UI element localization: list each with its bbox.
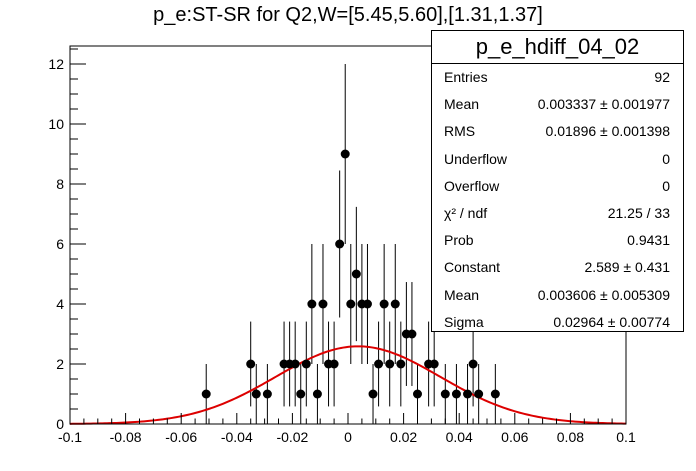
stats-label: χ² / ndf: [444, 204, 488, 221]
stats-value: 0: [662, 177, 670, 194]
x-tick-label: -0.08: [110, 429, 142, 445]
data-point: [201, 389, 211, 399]
stats-row-rms: RMS 0.01896 ± 0.001398: [432, 118, 683, 145]
stats-label: Entries: [444, 69, 488, 85]
data-point: [440, 389, 450, 399]
stats-label: Mean: [444, 286, 480, 303]
data-point: [301, 359, 311, 369]
stats-label: Sigma: [444, 313, 484, 330]
stats-value: 0.003337 ± 0.001977: [537, 96, 670, 113]
stats-row-prob: Prob 0.9431: [432, 227, 683, 254]
data-point: [379, 299, 389, 309]
stats-row-entries: Entries 92: [432, 64, 683, 91]
data-point: [312, 389, 322, 399]
data-point: [251, 389, 261, 399]
stats-label: Mean: [444, 96, 480, 113]
stats-row-chi2-ndf: χ² / ndf 21.25 / 33: [432, 200, 683, 227]
stats-value: 0.02964 ± 0.00774: [553, 313, 670, 330]
stats-value: 2.589 ± 0.431: [584, 259, 670, 276]
data-point: [407, 329, 417, 339]
data-point: [368, 389, 378, 399]
data-point: [340, 149, 350, 159]
data-point: [290, 359, 300, 369]
stats-value: 0.01896 ± 0.001398: [545, 123, 670, 140]
stats-value: 0.9431: [627, 232, 670, 249]
y-tick-label: 2: [56, 356, 64, 372]
stats-box: p_e_hdiff_04_02 Entries 92 Mean 0.003337 ±…: [431, 30, 684, 332]
stats-value: 21.25 / 33: [607, 204, 670, 221]
data-point: [262, 389, 272, 399]
stats-row-sigma: Sigma 0.02964 ± 0.00774: [432, 309, 683, 336]
x-tick-label: -0.02: [276, 429, 308, 445]
x-tick-label: -0.06: [165, 429, 197, 445]
stats-row-fit-mean: Mean 0.003606 ± 0.005309: [432, 282, 683, 309]
x-tick-label: 0: [344, 429, 352, 445]
stats-value: 0: [662, 150, 670, 167]
data-point: [451, 389, 461, 399]
y-tick-label: 0: [56, 416, 64, 432]
gaussian-fit-curve: [69, 345, 627, 425]
data-point: [307, 299, 317, 309]
data-point: [335, 239, 345, 249]
data-point: [362, 299, 372, 309]
stats-label: Underflow: [444, 150, 508, 167]
data-point: [490, 389, 500, 399]
data-point: [463, 389, 473, 399]
stats-label: RMS: [444, 123, 476, 140]
x-tick-label: 0.1: [616, 429, 636, 445]
stats-label: Constant: [444, 259, 501, 276]
data-point: [474, 389, 484, 399]
x-tick-label: 0.04: [446, 429, 473, 445]
data-point: [390, 299, 400, 309]
stats-row-mean: Mean 0.003337 ± 0.001977: [432, 91, 683, 118]
stats-row-underflow: Underflow 0: [432, 146, 683, 173]
data-point: [429, 359, 439, 369]
y-tick-label: 8: [56, 176, 64, 192]
stats-label: Overflow: [444, 177, 500, 194]
stats-histogram-name: p_e_hdiff_04_02: [432, 31, 683, 64]
plot-title: p_e:ST-SR for Q2,W=[5.45,5.60],[1.31,1.3…: [153, 4, 543, 26]
data-point: [396, 359, 406, 369]
y-tick-label: 4: [56, 296, 64, 312]
x-tick-label: -0.04: [221, 429, 253, 445]
x-tick-label: 0.06: [501, 429, 528, 445]
x-tick-label: 0.02: [390, 429, 417, 445]
stats-label: Prob: [444, 232, 474, 249]
data-point: [351, 269, 361, 279]
data-point: [468, 359, 478, 369]
data-point: [296, 389, 306, 399]
y-tick-label: 6: [56, 236, 64, 252]
data-point: [246, 359, 256, 369]
stats-value: 92: [654, 69, 670, 85]
x-tick-label: -0.1: [58, 429, 82, 445]
data-point: [413, 389, 422, 399]
data-point: [329, 359, 339, 369]
stats-value: 0.003606 ± 0.005309: [537, 286, 670, 303]
x-tick-label: 0.08: [557, 429, 584, 445]
data-point: [385, 359, 395, 369]
data-point: [318, 299, 328, 309]
data-point: [346, 299, 356, 309]
stats-row-constant: Constant 2.589 ± 0.431: [432, 254, 683, 281]
stats-row-overflow: Overflow 0: [432, 173, 683, 200]
y-tick-label: 10: [48, 116, 64, 132]
data-point: [374, 359, 384, 369]
y-tick-label: 12: [48, 56, 64, 72]
